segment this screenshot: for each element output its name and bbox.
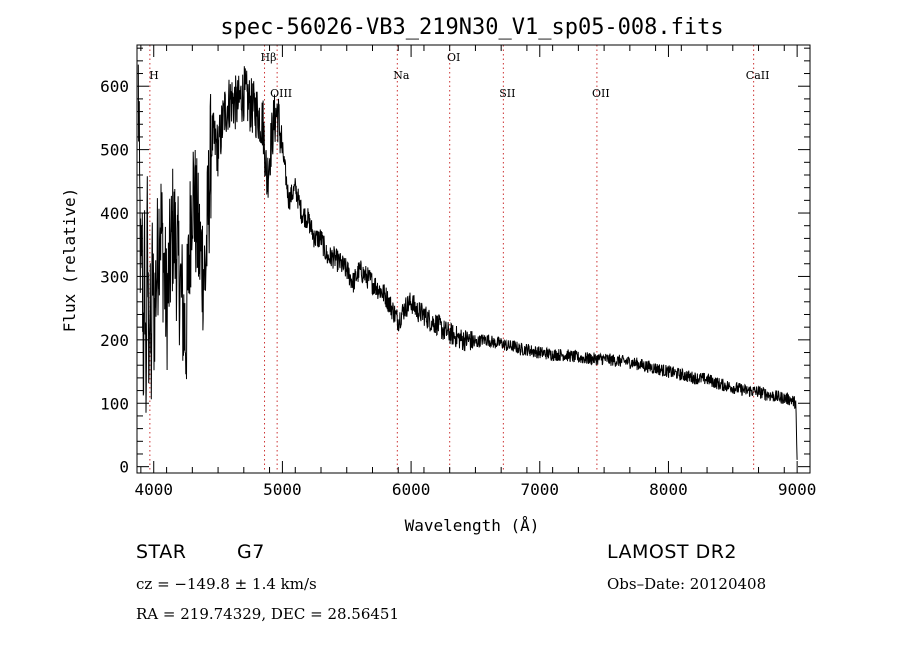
line-marker-label: OI xyxy=(447,51,460,64)
line-marker-label: OIII xyxy=(270,87,292,100)
line-marker-label: SII xyxy=(499,87,515,100)
line-marker-label: OII xyxy=(592,87,610,100)
y-tick-label: 300 xyxy=(100,267,129,286)
y-axis-label: Flux (relative) xyxy=(60,188,79,333)
x-tick-label: 6000 xyxy=(392,480,431,499)
line-marker-label: H xyxy=(149,69,159,82)
x-tick-label: 9000 xyxy=(778,480,817,499)
ra-dec-coordinates: RA = 219.74329, DEC = 28.56451 xyxy=(136,605,400,623)
y-tick-label: 400 xyxy=(100,204,129,223)
y-tick-label: 100 xyxy=(100,394,129,413)
object-subclass: G7 xyxy=(237,541,265,563)
x-tick-label: 8000 xyxy=(649,480,688,499)
line-marker-label: CaII xyxy=(746,69,770,82)
redshift-cz: cz = −149.8 ± 1.4 km/s xyxy=(136,575,317,593)
survey-name: LAMOST DR2 xyxy=(607,541,737,563)
x-tick-label: 7000 xyxy=(521,480,560,499)
plot-frame xyxy=(136,44,811,474)
line-marker-label: Na xyxy=(393,69,410,82)
x-axis-label: Wavelength (Å) xyxy=(405,516,540,535)
chart-title: spec-56026-VB3_219N30_V1_sp05-008.fits xyxy=(220,15,723,40)
observation-date: Obs–Date: 20120408 xyxy=(607,575,767,593)
y-tick-label: 0 xyxy=(119,458,129,477)
line-marker-label: Hβ xyxy=(261,51,277,64)
y-tick-label: 500 xyxy=(100,141,129,160)
y-tick-label: 600 xyxy=(100,77,129,96)
object-class: STAR xyxy=(136,541,187,563)
x-tick-label: 4000 xyxy=(134,480,173,499)
y-tick-label: 200 xyxy=(100,331,129,350)
spectrum-series-line xyxy=(137,64,798,460)
x-tick-label: 5000 xyxy=(263,480,302,499)
